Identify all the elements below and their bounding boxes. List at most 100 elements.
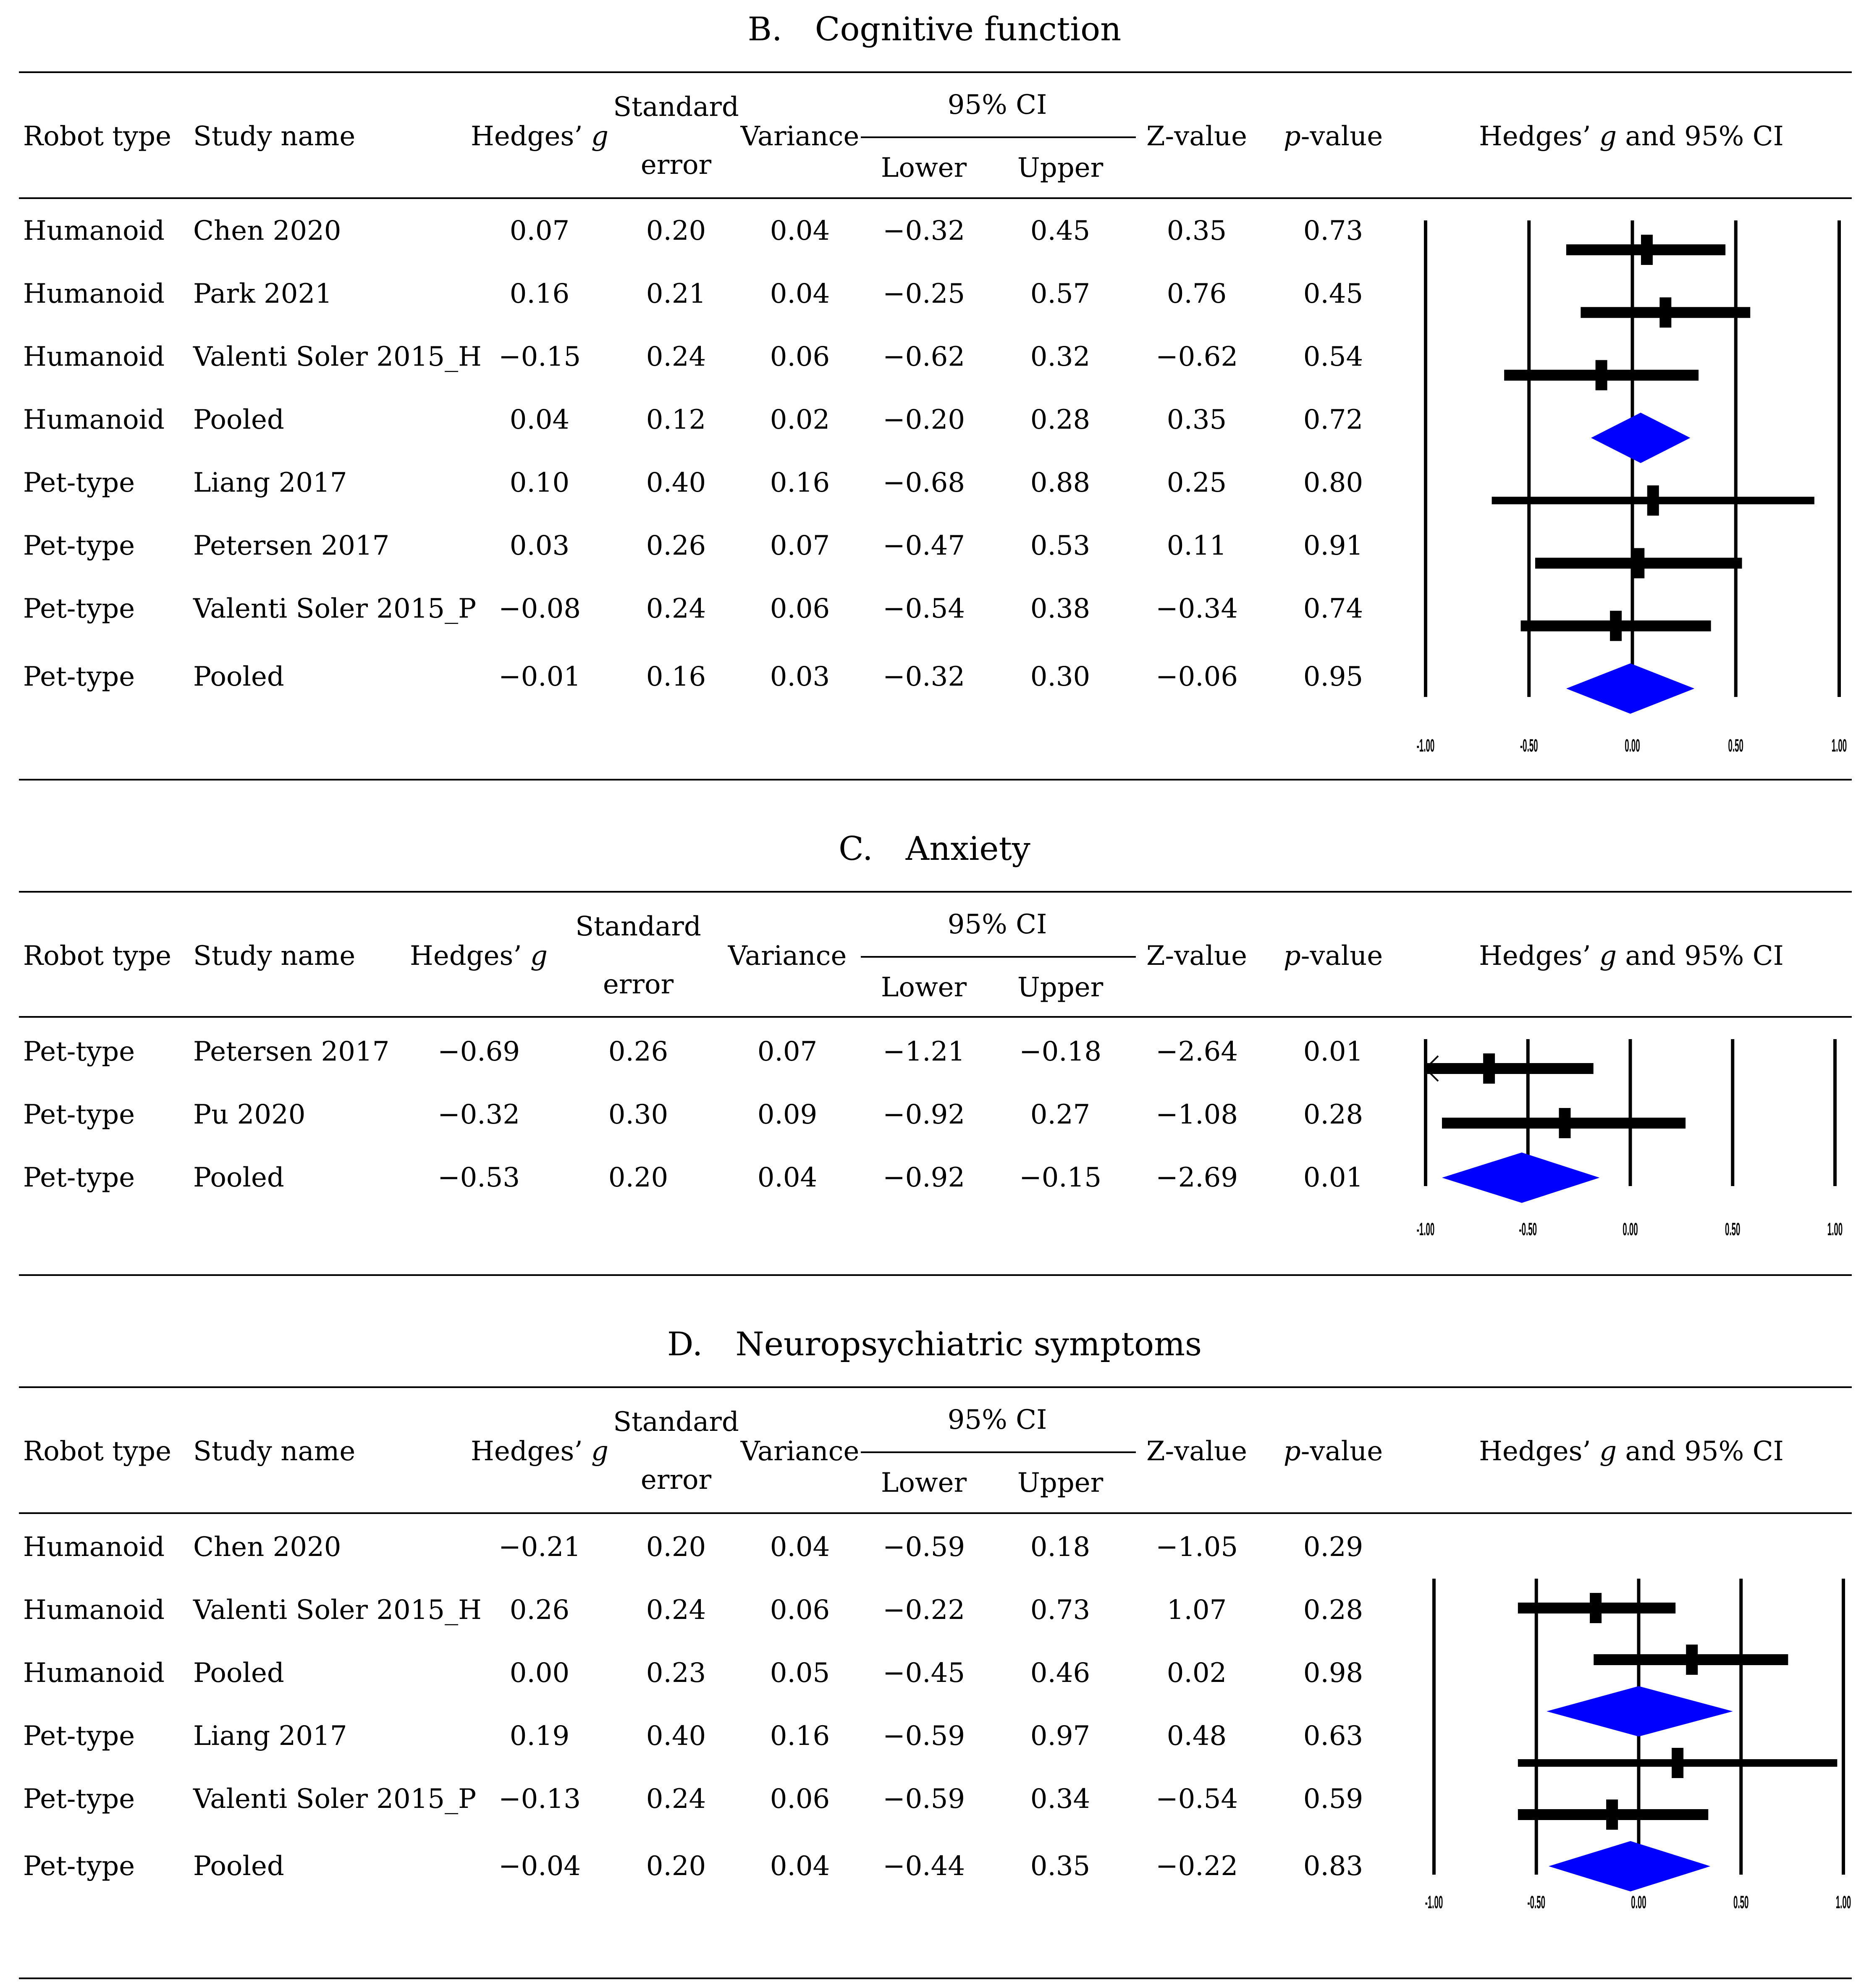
header-hedges-g: g <box>591 1436 608 1467</box>
x-tick-label: -1.00 <box>1417 1219 1435 1239</box>
effect-marker <box>1590 1593 1602 1623</box>
header-upper: Upper <box>1017 972 1104 1003</box>
cell-hedges-g: −0.69 <box>437 1036 520 1067</box>
header-95-ci: 95% CI <box>947 89 1047 120</box>
header-lower: Lower <box>881 972 967 1003</box>
cell-p-value: 0.01 <box>1303 1162 1363 1193</box>
header-hedges-g-col: Hedges’ g <box>410 943 548 969</box>
cell-hedges-g: −0.21 <box>498 1532 581 1563</box>
x-tick-label: -0.50 <box>1520 735 1538 755</box>
section-title: D. Neuropsychiatric symptoms <box>667 1325 1202 1363</box>
cell-robot-type: Humanoid <box>23 1532 165 1563</box>
cell-standard-error: 0.30 <box>608 1099 668 1130</box>
effect-marker <box>1672 1748 1684 1778</box>
cell-lower: −0.47 <box>882 530 965 561</box>
table-rule <box>19 1274 1852 1276</box>
cell-hedges-g: 0.03 <box>509 530 570 561</box>
header-hedges-g: g <box>591 121 608 152</box>
cell-hedges-g: −0.01 <box>498 661 581 692</box>
table-rule <box>19 891 1852 893</box>
x-tick-label: 1.00 <box>1827 1219 1843 1239</box>
cell-upper: 0.53 <box>1030 530 1090 561</box>
header-upper: Upper <box>1017 1467 1104 1498</box>
cell-study-name: Valenti Soler 2015_P <box>193 1784 477 1815</box>
cell-study-name: Petersen 2017 <box>193 530 390 561</box>
effect-marker <box>1686 1645 1698 1675</box>
cell-z-value: −2.69 <box>1155 1162 1238 1193</box>
cell-variance: 0.09 <box>757 1099 818 1130</box>
cell-upper: 0.73 <box>1030 1595 1090 1626</box>
header-robot-type: Robot type <box>23 121 171 152</box>
header-variance: Variance <box>740 121 860 152</box>
cell-study-name: Pooled <box>193 1162 284 1193</box>
cell-hedges-g: −0.04 <box>498 1851 581 1882</box>
header-z-value: Z-value <box>1146 940 1247 972</box>
cell-study-name: Pooled <box>193 661 284 692</box>
cell-hedges-g: 0.26 <box>509 1595 570 1626</box>
header-p-italic: p <box>1283 940 1301 972</box>
cell-variance: 0.06 <box>770 341 830 372</box>
section-title: C. Anxiety <box>839 830 1030 868</box>
header-p-value: p-value <box>1284 1438 1383 1465</box>
cell-variance: 0.04 <box>770 1851 830 1882</box>
pooled-diamond <box>1442 1152 1600 1203</box>
cell-upper: 0.38 <box>1030 593 1090 624</box>
header-lower: Lower <box>881 152 967 183</box>
effect-marker <box>1633 548 1645 579</box>
header-plot-g: g <box>1599 940 1617 972</box>
cell-upper: 0.45 <box>1030 215 1090 246</box>
header-hedges-g: g <box>530 940 548 972</box>
cell-variance: 0.04 <box>770 278 830 309</box>
cell-lower: −1.21 <box>882 1036 965 1067</box>
header-plot-pre: Hedges’ <box>1479 1436 1600 1467</box>
cell-upper: 0.46 <box>1030 1658 1090 1689</box>
cell-robot-type: Pet-type <box>23 1099 135 1130</box>
cell-robot-type: Pet-type <box>23 1721 135 1752</box>
effect-marker <box>1595 360 1607 390</box>
cell-variance: 0.04 <box>757 1162 818 1193</box>
x-tick-label: -0.50 <box>1519 1219 1537 1239</box>
x-tick-label: 0.50 <box>1728 735 1743 755</box>
cell-z-value: 0.11 <box>1166 530 1227 561</box>
effect-marker <box>1606 1799 1618 1830</box>
cell-p-value: 0.83 <box>1303 1851 1363 1882</box>
cell-variance: 0.06 <box>770 1784 830 1815</box>
cell-lower: −0.59 <box>882 1532 965 1563</box>
cell-study-name: Pooled <box>193 1851 284 1882</box>
x-tick-label: 1.00 <box>1836 1892 1851 1912</box>
cell-z-value: 1.07 <box>1166 1595 1227 1626</box>
cell-study-name: Chen 2020 <box>193 215 341 246</box>
cell-hedges-g: 0.16 <box>509 278 570 309</box>
cell-z-value: −0.34 <box>1155 593 1238 624</box>
cell-standard-error: 0.23 <box>646 1658 706 1689</box>
cell-variance: 0.16 <box>770 1721 830 1752</box>
header-plot-g: g <box>1599 1436 1617 1467</box>
header-p-value: p-value <box>1284 943 1383 969</box>
cell-robot-type: Humanoid <box>23 341 165 372</box>
cell-lower: −0.22 <box>882 1595 965 1626</box>
cell-lower: −0.32 <box>882 661 965 692</box>
cell-robot-type: Pet-type <box>23 467 135 498</box>
cell-variance: 0.04 <box>770 1532 830 1563</box>
cell-hedges-g: 0.10 <box>509 467 570 498</box>
cell-z-value: −2.64 <box>1155 1036 1238 1067</box>
table-rule <box>19 1978 1852 1979</box>
cell-upper: 0.35 <box>1030 1851 1090 1882</box>
cell-hedges-g: −0.13 <box>498 1784 581 1815</box>
effect-marker <box>1647 485 1659 516</box>
cell-standard-error: 0.26 <box>608 1036 668 1067</box>
header-95-ci: 95% CI <box>947 1404 1047 1435</box>
header-lower: Lower <box>881 1467 967 1498</box>
cell-variance: 0.06 <box>770 593 830 624</box>
x-tick-label: 1.00 <box>1832 735 1847 755</box>
cell-lower: −0.68 <box>882 467 965 498</box>
cell-z-value: −0.22 <box>1155 1851 1238 1882</box>
cell-p-value: 0.59 <box>1303 1784 1363 1815</box>
header-upper: Upper <box>1017 152 1104 183</box>
cell-lower: −0.59 <box>882 1784 965 1815</box>
cell-upper: 0.57 <box>1030 278 1090 309</box>
x-tick-label: 0.50 <box>1733 1892 1748 1912</box>
cell-robot-type: Pet-type <box>23 1162 135 1193</box>
